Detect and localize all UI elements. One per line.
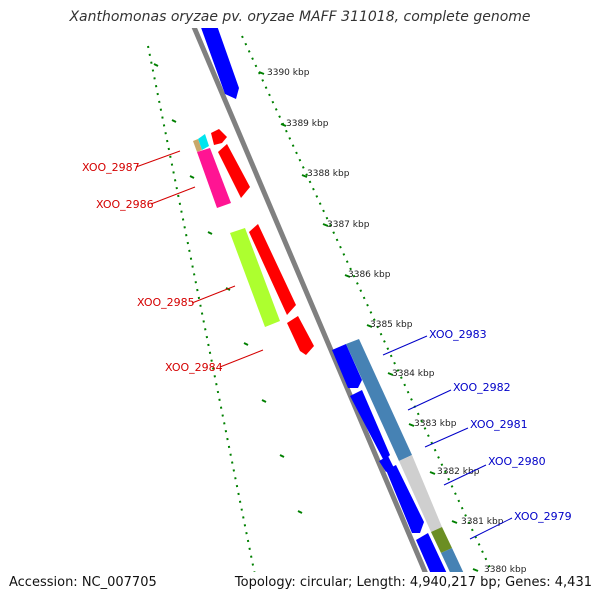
tick-label: 3386 kbp xyxy=(348,270,391,280)
tick-label: 3382 kbp xyxy=(437,467,480,477)
tick-label: 3387 kbp xyxy=(327,220,370,230)
tick-label: 3384 kbp xyxy=(392,369,435,379)
accession-text: Accession: NC_007705 xyxy=(9,575,157,590)
leader-line xyxy=(150,186,196,205)
leader-line xyxy=(407,389,452,411)
gene-label: XOO_2981 xyxy=(470,418,528,431)
gene-label: XOO_2987 xyxy=(82,161,140,174)
cds-forward-end xyxy=(440,591,462,600)
gene-label: XOO_2979 xyxy=(514,510,572,523)
tick-label: 3385 kbp xyxy=(370,320,413,330)
cds-forward-1 xyxy=(201,28,239,99)
gene-label: XOO_2982 xyxy=(453,381,511,394)
tick-label: 3381 kbp xyxy=(461,517,504,527)
inner-tick-ring xyxy=(241,35,494,572)
tick-label: 3390 kbp xyxy=(267,68,310,78)
major-ticks-outer xyxy=(153,63,303,514)
cds-xoo-2987 xyxy=(218,144,250,198)
gene-label: XOO_2984 xyxy=(165,361,223,374)
tick-label: 3389 kbp xyxy=(286,119,329,129)
feature-grey xyxy=(399,455,442,532)
leader-line xyxy=(191,285,236,304)
tick-label: 3383 kbp xyxy=(414,419,457,429)
tick-labels: 3390 kbp 3389 kbp 3388 kbp 3387 kbp 3386… xyxy=(267,68,527,575)
left-gene-labels: XOO_2987 XOO_2986 XOO_2985 XOO_2984 xyxy=(82,150,264,374)
leader-line xyxy=(219,349,264,368)
feature-cyan xyxy=(198,134,209,150)
gene-label: XOO_2983 xyxy=(429,328,487,341)
map-title: Xanthomonas oryzae pv. oryzae MAFF 31101… xyxy=(69,9,531,25)
major-ticks xyxy=(258,71,479,572)
cds-xoo-2982 xyxy=(350,390,390,461)
topology-text: Topology: circular; Length: 4,940,217 bp… xyxy=(234,575,592,590)
right-gene-labels: XOO_2983 XOO_2982 XOO_2981 XOO_2980 XOO_… xyxy=(382,328,572,540)
genome-backbone xyxy=(191,28,428,572)
leader-line xyxy=(443,464,487,486)
cds-xoo-2984 xyxy=(287,316,314,355)
cds-xoo-2985 xyxy=(249,224,296,315)
leader-line xyxy=(469,517,513,540)
cds-xoo-2983 xyxy=(332,344,362,388)
feature-magenta xyxy=(197,148,231,208)
feature-steelblue-2 xyxy=(441,548,464,572)
cds-xoo-2980 xyxy=(386,465,424,533)
gene-label: XOO_2980 xyxy=(488,455,546,468)
gene-label: XOO_2986 xyxy=(96,198,154,211)
feature-greenyellow xyxy=(230,228,280,327)
leader-line xyxy=(424,427,469,448)
leader-line xyxy=(135,150,181,168)
tick-label: 3388 kbp xyxy=(307,169,350,179)
gene-label: XOO_2985 xyxy=(137,296,195,309)
feature-tan xyxy=(193,139,202,152)
cds-reverse-1 xyxy=(211,129,227,145)
feature-olive xyxy=(431,527,452,553)
tick-label: 3380 kbp xyxy=(484,565,527,575)
leader-line xyxy=(382,335,428,356)
outer-tick-ring xyxy=(147,45,256,572)
cds-xoo-2979 xyxy=(416,533,447,572)
feature-steelblue xyxy=(346,339,412,461)
